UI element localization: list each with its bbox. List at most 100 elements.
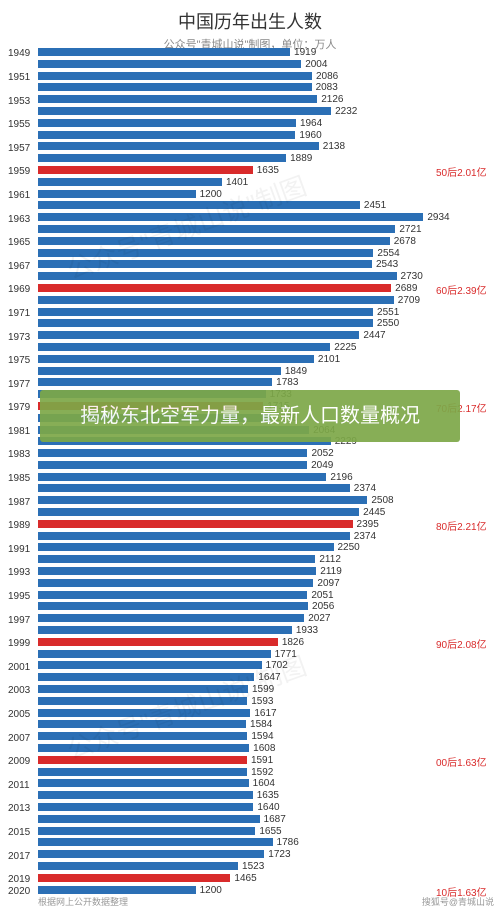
value-label: 1635: [257, 790, 279, 801]
bar: [38, 296, 394, 304]
year-label: 2009: [8, 756, 38, 767]
value-label: 2689: [395, 283, 417, 294]
bar: [38, 449, 307, 457]
year-label: 1957: [8, 143, 38, 154]
value-label: 2049: [311, 460, 333, 471]
bar-row: 2097: [0, 579, 500, 591]
year-label: 2011: [8, 780, 38, 791]
year-label: 1985: [8, 473, 38, 484]
value-label: 1401: [226, 177, 248, 188]
bar: [38, 461, 307, 469]
bar-row: 1401: [0, 178, 500, 190]
bar-row: 1973 2447: [0, 331, 500, 343]
value-label: 2083: [316, 82, 338, 93]
value-label: 2934: [427, 212, 449, 223]
chart-title: 中国历年出生人数: [0, 0, 500, 34]
bar-row: 2730: [0, 272, 500, 284]
value-label: 2225: [334, 342, 356, 353]
bar-row: 20151655: [0, 827, 500, 839]
year-label: 1961: [8, 190, 38, 201]
bar: [38, 131, 295, 139]
year-label: 1971: [8, 308, 38, 319]
year-label: 1989: [8, 520, 38, 531]
value-label: 1584: [250, 719, 272, 730]
bar: [38, 95, 317, 103]
bar-chart: 公众号"青城山说"制图公众号"青城山说"制图194919192004195120…: [0, 48, 500, 892]
value-label: 1593: [251, 696, 273, 707]
bar-row: 2721: [0, 225, 500, 237]
bar-row: 1635: [0, 791, 500, 803]
year-label: 1987: [8, 497, 38, 508]
value-label: 2101: [318, 354, 340, 365]
value-label: 2709: [398, 295, 420, 306]
bar: [38, 72, 312, 80]
value-label: 1826: [282, 637, 304, 648]
value-label: 1964: [300, 118, 322, 129]
value-label: 1465: [234, 873, 256, 884]
bar-row: 19952051: [0, 591, 500, 603]
value-label: 2730: [401, 271, 423, 282]
source-label: 搜狐号@青城山说: [422, 895, 494, 908]
value-label: 2097: [317, 578, 339, 589]
bar: [38, 272, 397, 280]
bar-row: 1963 2934: [0, 213, 500, 225]
bar: [38, 473, 326, 481]
bar: [38, 673, 254, 681]
overlay-text: 揭秘东北空军力量，最新人口数量概况: [80, 405, 420, 427]
bar: [38, 496, 367, 504]
overlay-banner: 揭秘东北空军力量，最新人口数量概况: [40, 390, 460, 442]
bar-row: 1771: [0, 650, 500, 662]
year-label: 1973: [8, 332, 38, 343]
value-label: 2138: [323, 141, 345, 152]
bar: [38, 484, 350, 492]
bar: [38, 555, 315, 563]
value-label: 1200: [200, 885, 222, 896]
value-label: 2027: [308, 613, 330, 624]
bar: [38, 685, 248, 693]
bar-row: 2550: [0, 319, 500, 331]
value-label: 2550: [377, 318, 399, 329]
bar: [38, 520, 353, 528]
bar-row: 19611200: [0, 190, 500, 202]
bar-row: 20011702: [0, 661, 500, 673]
value-label: 2086: [316, 71, 338, 82]
value-label: 1604: [253, 778, 275, 789]
value-label: 1723: [268, 849, 290, 860]
bar: [38, 284, 391, 292]
bar: [38, 331, 359, 339]
year-label: 2015: [8, 827, 38, 838]
year-label: 1963: [8, 214, 38, 225]
value-label: 2508: [371, 495, 393, 506]
bar-row: 19491919: [0, 48, 500, 60]
value-label: 2447: [363, 330, 385, 341]
bar: [38, 343, 330, 351]
year-label: 1955: [8, 119, 38, 130]
bar: [38, 709, 250, 717]
value-label: 2056: [312, 601, 334, 612]
value-label: 1687: [264, 814, 286, 825]
bar: [38, 638, 278, 646]
value-label: 2004: [305, 59, 327, 70]
bar-row: 20191465: [0, 874, 500, 886]
value-label: 1771: [275, 649, 297, 660]
value-label: 1889: [290, 153, 312, 164]
bar-row: 1955 1964: [0, 119, 500, 131]
bar: [38, 83, 312, 91]
bar-row: 1889: [0, 154, 500, 166]
year-label: 2003: [8, 685, 38, 696]
year-label: 2013: [8, 803, 38, 814]
bar: [38, 508, 359, 516]
bar: [38, 178, 222, 186]
year-label: 1983: [8, 449, 38, 460]
bar-row: 1999182690后2.08亿: [0, 638, 500, 650]
bar-row: 19752101: [0, 355, 500, 367]
bar: [38, 319, 373, 327]
bar: [38, 166, 253, 174]
value-label: 2052: [311, 448, 333, 459]
year-label: 2017: [8, 851, 38, 862]
bar: [38, 874, 230, 882]
value-label: 2374: [354, 483, 376, 494]
value-label: 2119: [320, 566, 342, 577]
value-label: 1599: [252, 684, 274, 695]
value-label: 2451: [364, 200, 386, 211]
